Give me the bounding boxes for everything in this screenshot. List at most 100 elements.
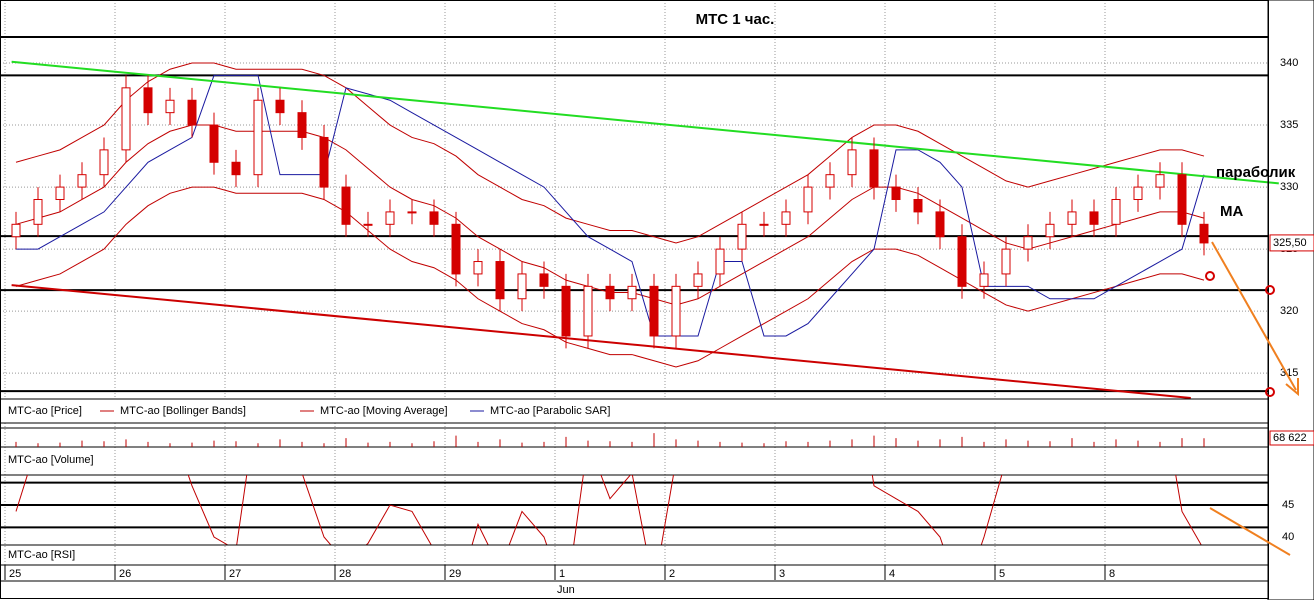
chart-title: МТС 1 час. — [696, 11, 775, 28]
candle-body — [1001, 248, 1011, 275]
candle-body — [957, 236, 967, 287]
panel-label: MTC-ao [RSI] — [8, 549, 75, 561]
rsi-line — [15, 475, 1202, 545]
candle-body — [649, 285, 659, 337]
y-tick-label: 45 — [1282, 499, 1294, 511]
candle-body — [187, 99, 197, 126]
candle-body — [825, 174, 835, 188]
candle-body — [803, 186, 813, 213]
candle-body — [1177, 174, 1187, 225]
annotation: MA — [1220, 203, 1243, 220]
candle-body — [77, 174, 87, 188]
candle-body — [1133, 186, 1143, 200]
price-tag-label: 325,50 — [1273, 237, 1307, 249]
trend-line — [11, 60, 1279, 185]
x-tick-label: 1 — [559, 568, 565, 580]
legend-strip — [0, 398, 1269, 424]
candle-body — [143, 87, 153, 114]
x-tick-label: 4 — [889, 568, 895, 580]
candle-body — [891, 186, 901, 200]
marker — [1265, 387, 1275, 397]
candle-body — [253, 99, 263, 176]
candle-body — [671, 285, 681, 337]
legend-entry: MTC-ao [Bollinger Bands] — [120, 405, 246, 417]
candle-body — [693, 273, 703, 287]
annotation: параболик — [1216, 164, 1296, 181]
candle-body — [55, 186, 65, 200]
x-tick-label: 26 — [119, 568, 131, 580]
candle-body — [231, 161, 241, 176]
x-tick-label: 29 — [449, 568, 461, 580]
candle-body — [781, 211, 791, 225]
candle-body — [33, 198, 43, 225]
y-tick-label: 330 — [1280, 181, 1298, 193]
line-series — [15, 62, 1205, 244]
x-tick-label: 2 — [669, 568, 675, 580]
candle-body — [627, 285, 637, 300]
legend-entry: MTC-ao [Parabolic SAR] — [490, 405, 610, 417]
candle-body — [99, 149, 109, 176]
candle-body — [759, 223, 769, 226]
candle-body — [913, 198, 923, 213]
candle-body — [1045, 223, 1055, 238]
candle-body — [429, 211, 439, 225]
candle-body — [473, 261, 483, 275]
candle-body — [1111, 198, 1121, 225]
candle-body — [165, 99, 175, 114]
candle-body — [495, 261, 505, 300]
candle-body — [517, 273, 527, 300]
candle-body — [715, 248, 725, 275]
arrow — [1209, 507, 1291, 556]
x-tick-label: 28 — [339, 568, 351, 580]
y-tick-label: 40 — [1282, 531, 1294, 543]
candle-body — [341, 186, 351, 225]
candle-body — [275, 99, 285, 114]
panel-label: MTC-ao [Volume] — [8, 454, 94, 466]
candle-body — [297, 112, 307, 138]
candle-body — [451, 223, 461, 275]
line-series — [15, 186, 1205, 368]
candle-body — [1155, 174, 1165, 188]
candle-body — [11, 223, 21, 238]
y-tick-label: 340 — [1280, 57, 1298, 69]
candle-body — [319, 136, 329, 188]
legend-entry: MTC-ao [Moving Average] — [320, 405, 448, 417]
candle-body — [605, 285, 615, 300]
candle-body — [539, 273, 549, 287]
y-tick-label: 320 — [1280, 305, 1298, 317]
x-tick-label: 3 — [779, 568, 785, 580]
line-series — [16, 74, 1205, 337]
x-tick-label: 8 — [1109, 568, 1115, 580]
candle-body — [1199, 223, 1209, 244]
x-tick-label: 27 — [229, 568, 241, 580]
candle-body — [561, 285, 571, 337]
candle-body — [737, 223, 747, 250]
x-tick-label: 5 — [999, 568, 1005, 580]
trend-line — [11, 284, 1191, 399]
marker — [1265, 285, 1275, 295]
arrow-head — [1285, 378, 1299, 397]
price-tag — [1269, 234, 1314, 252]
candle-body — [209, 124, 219, 163]
candle-body — [121, 87, 131, 151]
candle-body — [847, 149, 857, 176]
frame — [0, 0, 1269, 599]
candle-body — [979, 273, 989, 287]
candle-body — [935, 211, 945, 238]
candle-body — [1089, 211, 1099, 225]
candle-body — [1067, 211, 1077, 225]
candle-body — [869, 149, 879, 188]
candle-body — [385, 211, 395, 225]
candle-body — [583, 285, 593, 337]
arrow — [1211, 241, 1297, 391]
candle-body — [407, 211, 417, 214]
volume-tag-label: 68 622 — [1273, 432, 1307, 444]
x-tick-label: 25 — [9, 568, 21, 580]
legend-entry: MTC-ao [Price] — [8, 405, 82, 417]
candle-body — [363, 223, 373, 226]
month-label: Jun — [557, 584, 575, 596]
volume-tag — [1269, 430, 1314, 446]
y-tick-label: 335 — [1280, 119, 1298, 131]
candle-body — [1023, 236, 1033, 250]
